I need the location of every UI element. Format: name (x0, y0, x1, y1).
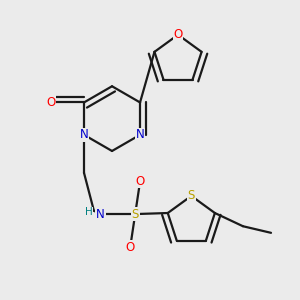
Text: O: O (173, 28, 183, 41)
Text: N: N (80, 128, 88, 141)
Text: N: N (136, 128, 144, 141)
Text: O: O (126, 241, 135, 254)
Text: O: O (136, 175, 145, 188)
Text: O: O (46, 96, 56, 109)
Text: N: N (96, 208, 105, 220)
Text: S: S (188, 189, 195, 203)
Text: S: S (131, 208, 139, 220)
Text: H: H (85, 207, 93, 218)
